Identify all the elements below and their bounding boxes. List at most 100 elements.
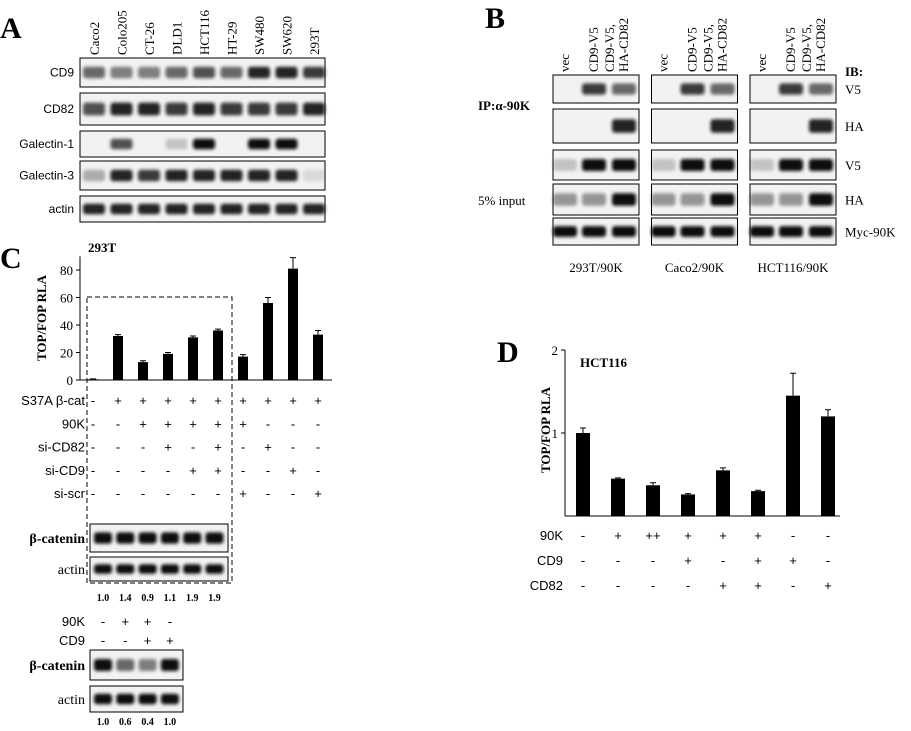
condition-sign: + xyxy=(164,416,172,431)
band xyxy=(710,119,735,133)
error-bar xyxy=(115,334,121,336)
condition-label: 90K xyxy=(62,614,85,629)
condition-sign: - xyxy=(91,463,95,478)
condition-sign: - xyxy=(141,440,145,455)
condition-label: 90K xyxy=(62,416,85,431)
condition-sign: - xyxy=(101,614,105,629)
condition-sign: + xyxy=(214,416,222,431)
condition-sign: - xyxy=(826,553,830,568)
condition-sign: + xyxy=(289,463,297,478)
ratio: 1.9 xyxy=(208,593,221,604)
lane-label: vec xyxy=(557,54,572,72)
band xyxy=(116,659,135,671)
condition-sign: + xyxy=(289,393,297,408)
bar xyxy=(163,353,173,380)
condition-sign: - xyxy=(191,440,195,455)
error-bar xyxy=(265,297,271,303)
error-bar xyxy=(615,477,621,479)
y-tick-label: 80 xyxy=(60,263,73,278)
input-label: 5% input xyxy=(478,193,526,208)
condition-sign: - xyxy=(316,463,320,478)
condition-label: si-scr xyxy=(54,486,86,501)
band xyxy=(612,119,636,133)
band xyxy=(138,66,160,79)
bar xyxy=(611,478,625,516)
band xyxy=(553,226,577,237)
band xyxy=(220,102,243,116)
condition-sign: + xyxy=(166,633,174,648)
error-bar xyxy=(140,360,146,363)
condition-sign: + xyxy=(139,416,147,431)
bar xyxy=(751,491,765,516)
condition-sign: - xyxy=(266,463,270,478)
ratio: 0.9 xyxy=(141,593,154,604)
error-bar xyxy=(315,330,321,335)
band xyxy=(83,169,105,182)
blot-frame xyxy=(89,556,229,582)
error-bar xyxy=(650,482,656,486)
band xyxy=(116,532,135,544)
ratio: 1.1 xyxy=(164,593,177,604)
bar xyxy=(288,268,298,380)
y-tick-label: 60 xyxy=(60,291,73,306)
chart-title: HCT116 xyxy=(580,355,627,370)
error-bar xyxy=(190,335,196,338)
condition-sign: - xyxy=(686,578,690,593)
lane-label: Caco2 xyxy=(87,22,102,55)
panel-label: C xyxy=(0,242,22,275)
lane-label: 293T xyxy=(307,28,322,56)
condition-sign: + xyxy=(264,440,272,455)
row-label: β-catenin xyxy=(29,532,85,547)
group-label: HCT116/90K xyxy=(757,260,829,275)
bar xyxy=(138,362,148,380)
condition-sign: + xyxy=(789,553,797,568)
band xyxy=(165,169,188,182)
ratio: 1.9 xyxy=(186,593,199,604)
ratio: 1.0 xyxy=(164,717,177,728)
condition-sign: - xyxy=(616,578,620,593)
condition-label: CD9 xyxy=(59,633,85,648)
band xyxy=(138,203,160,215)
condition-sign: + xyxy=(189,416,197,431)
band xyxy=(220,66,243,79)
band xyxy=(160,564,179,574)
bar xyxy=(88,379,98,380)
condition-sign: + xyxy=(164,440,172,455)
condition-sign: - xyxy=(651,578,655,593)
ratio: 1.0 xyxy=(97,717,110,728)
condition-sign: + xyxy=(144,614,152,629)
panel-label: A xyxy=(0,12,22,45)
row-label: actin xyxy=(58,693,85,708)
condition-sign: + xyxy=(754,578,762,593)
lane-label: HA-CD82 xyxy=(616,18,631,72)
band xyxy=(680,159,705,171)
dashed-box xyxy=(86,296,233,584)
condition-sign: - xyxy=(91,416,95,431)
band xyxy=(303,102,325,116)
ib-label: IB: xyxy=(845,64,863,79)
blot-label: V5 xyxy=(845,158,861,173)
band xyxy=(710,159,735,171)
band xyxy=(165,138,188,150)
row-label: actin xyxy=(49,202,74,216)
condition-sign: + xyxy=(189,463,197,478)
condition-sign: - xyxy=(241,463,245,478)
y-tick-label: 0 xyxy=(67,373,74,388)
band xyxy=(165,102,188,116)
condition-sign: - xyxy=(651,553,655,568)
condition-sign: - xyxy=(791,578,795,593)
band xyxy=(193,138,215,150)
band xyxy=(220,203,243,215)
condition-sign: - xyxy=(581,578,585,593)
lane-label: SW480 xyxy=(252,16,267,55)
condition-sign: - xyxy=(168,614,172,629)
band xyxy=(248,66,270,79)
condition-sign: + xyxy=(214,440,222,455)
condition-sign: + xyxy=(264,393,272,408)
band xyxy=(275,66,298,79)
y-tick-label: 20 xyxy=(60,346,73,361)
condition-sign: - xyxy=(241,440,245,455)
band xyxy=(680,83,705,95)
condition-sign: + xyxy=(114,393,122,408)
ratio: 1.0 xyxy=(97,593,110,604)
